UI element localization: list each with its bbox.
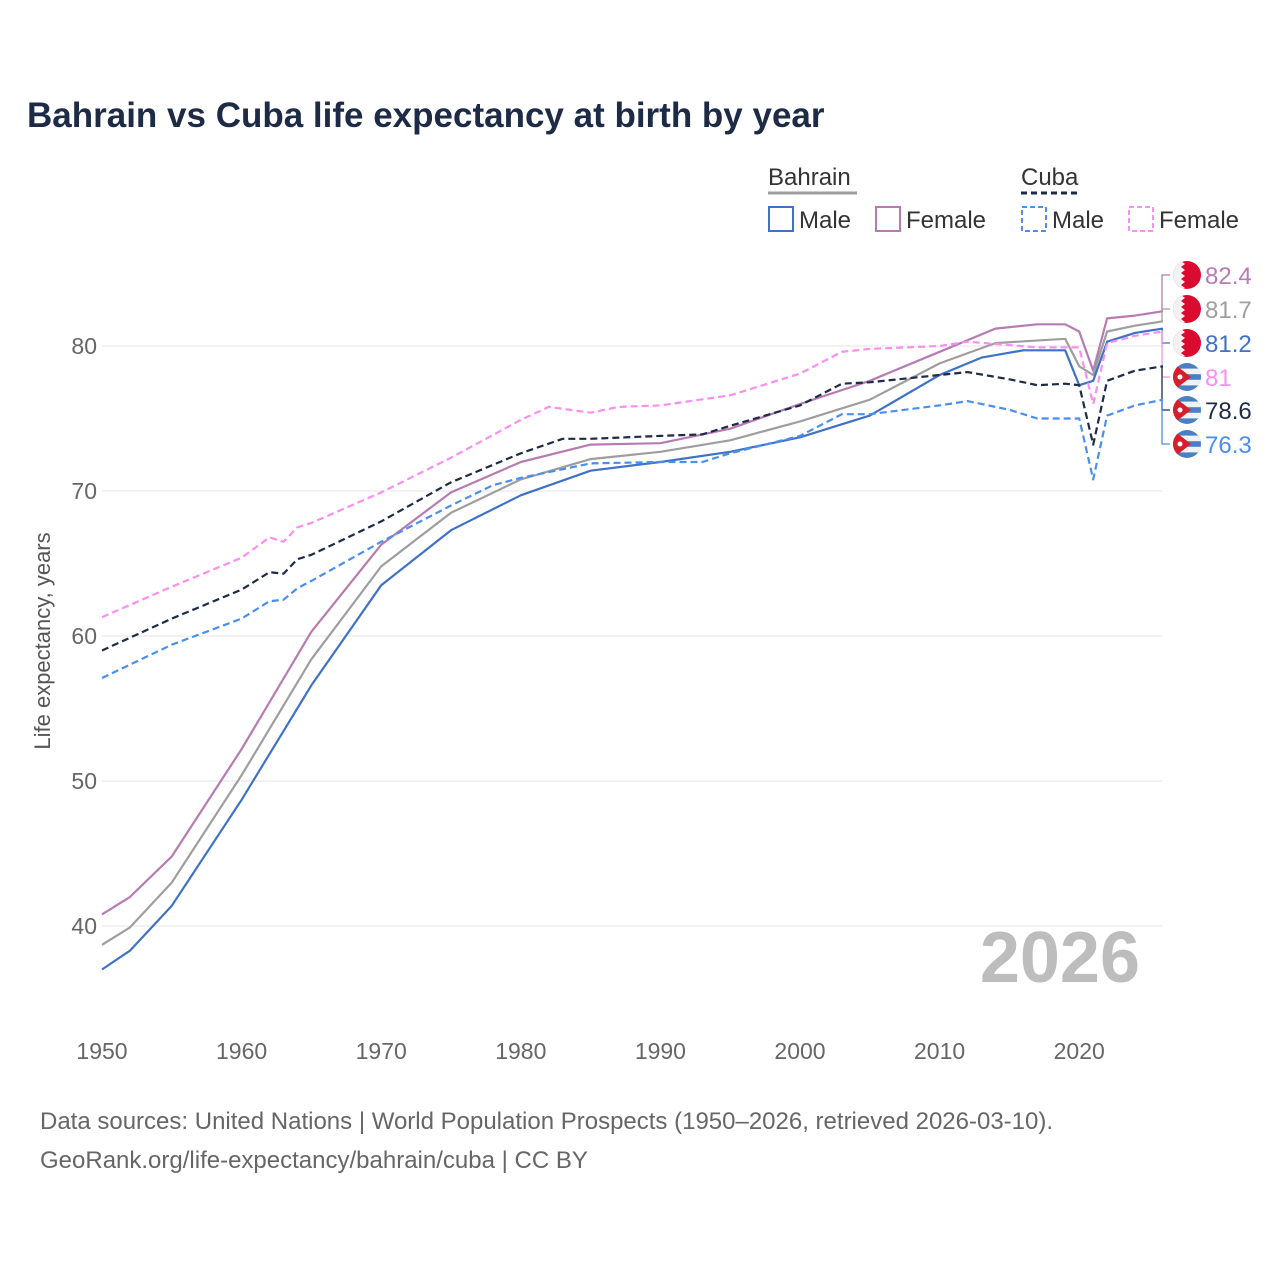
flag-star — [1177, 374, 1183, 380]
series-line-bahrain — [101, 320, 1164, 946]
flag-star — [1177, 441, 1183, 447]
x-tick-label: 2020 — [1054, 1038, 1105, 1064]
series-line-cuba — [101, 365, 1164, 652]
bahrain-flag-icon — [1173, 295, 1201, 323]
legend-item-label: Female — [1159, 207, 1239, 234]
chart-svg: 40 50 60 70 80 1950 1960 1970 1980 1990 2000 2010 20… — [30, 164, 1252, 1064]
flag-white-serrated — [1173, 295, 1185, 323]
end-label-connector — [1161, 274, 1170, 312]
series-line-cuba-male — [101, 398, 1164, 679]
legend-swatch — [875, 206, 901, 232]
legend-swatch — [768, 206, 794, 232]
flag-white-serrated — [1173, 329, 1185, 357]
cuba-flag-icon — [1173, 430, 1201, 458]
legend-swatch — [1128, 206, 1154, 232]
legend-item-label: Male — [799, 207, 851, 234]
flag-body — [1173, 396, 1201, 424]
y-axis-label: Life expectancy, years — [30, 532, 55, 749]
y-tick-label: 40 — [71, 913, 97, 939]
legend-swatch — [1021, 206, 1047, 232]
x-tick-label: 1980 — [495, 1038, 546, 1064]
x-tick-label: 1990 — [635, 1038, 686, 1064]
y-tick-label: 70 — [71, 478, 97, 504]
flag-white-stripe — [1173, 401, 1201, 408]
flag-body — [1173, 261, 1201, 289]
x-tick-label: 1970 — [356, 1038, 407, 1064]
chart-title: Bahrain vs Cuba life expectancy at birth… — [27, 96, 825, 135]
series-line-bahrain-male — [101, 327, 1164, 971]
series-line-bahrain-female — [101, 310, 1164, 916]
cuba-flag-icon — [1173, 363, 1201, 391]
flag-white-stripe — [1173, 435, 1201, 442]
cuba-flag-icon — [1173, 396, 1201, 424]
end-value-label: 81.7 — [1205, 297, 1252, 324]
flag-white-stripe — [1173, 412, 1201, 419]
x-tick-label: 2010 — [914, 1038, 965, 1064]
end-label-connector — [1161, 308, 1170, 322]
flag-white-stripe — [1173, 368, 1201, 375]
legend-group-cuba: Cuba — [1021, 164, 1079, 191]
end-value-label: 78.6 — [1205, 398, 1252, 425]
flag-white-serrated — [1173, 261, 1185, 289]
end-value-label: 81 — [1205, 365, 1232, 392]
flag-white-stripe — [1173, 446, 1201, 453]
series-line-cuba-female — [101, 330, 1164, 619]
flag-body — [1173, 295, 1201, 323]
year-watermark: 2026 — [980, 918, 1140, 998]
end-label-connector — [1161, 365, 1170, 411]
legend-group-bahrain: Bahrain — [768, 164, 851, 191]
flag-body — [1173, 430, 1201, 458]
y-tick-label: 60 — [71, 623, 97, 649]
bahrain-flag-icon — [1173, 261, 1201, 289]
end-label-connector — [1161, 399, 1170, 445]
data-source-note: Data sources: United Nations | World Pop… — [40, 1108, 1054, 1135]
legend-item-label: Female — [906, 207, 986, 234]
end-label-connector — [1161, 327, 1170, 344]
end-value-label: 76.3 — [1205, 432, 1252, 459]
y-tick-label: 50 — [71, 768, 97, 794]
legend-item-label: Male — [1052, 207, 1104, 234]
end-label-connector — [1161, 330, 1170, 378]
flag-body — [1173, 363, 1201, 391]
credit-link[interactable]: GeoRank.org/life-expectancy/bahrain/cuba… — [40, 1147, 588, 1174]
y-tick-label: 80 — [71, 333, 97, 359]
bahrain-flag-icon — [1173, 329, 1201, 357]
x-tick-label: 1950 — [76, 1038, 127, 1064]
end-value-label: 82.4 — [1205, 263, 1252, 290]
x-tick-label: 2000 — [774, 1038, 825, 1064]
flag-star — [1177, 407, 1183, 413]
flag-body — [1173, 329, 1201, 357]
x-tick-label: 1960 — [216, 1038, 267, 1064]
end-value-label: 81.2 — [1205, 331, 1252, 358]
flag-white-stripe — [1173, 379, 1201, 386]
